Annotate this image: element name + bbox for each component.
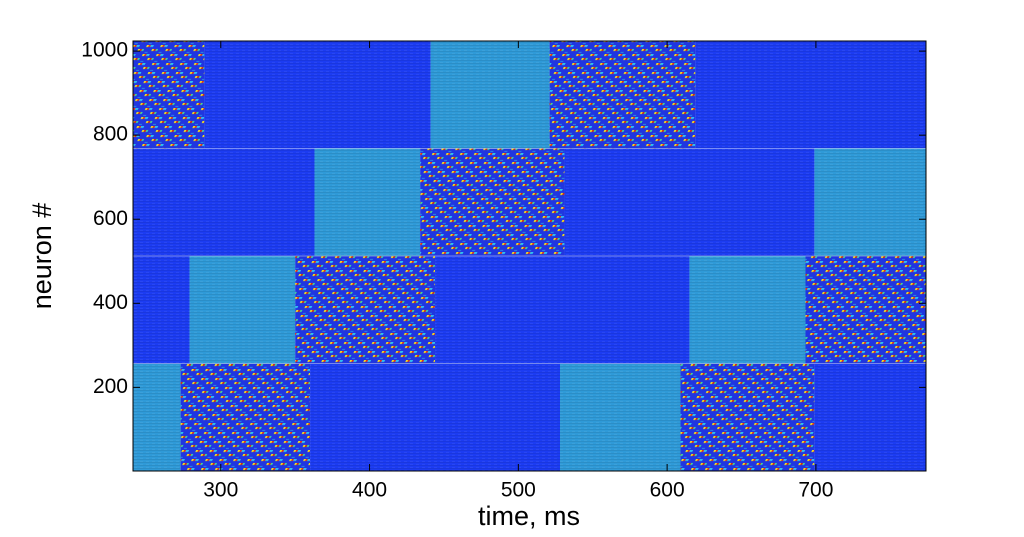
x-tick-label: 400 <box>352 479 387 502</box>
x-tick-label: 600 <box>650 479 685 502</box>
segment-texture <box>430 41 550 149</box>
y-tick-label: 800 <box>93 123 128 146</box>
segment-texture <box>204 41 431 149</box>
x-tick-label: 300 <box>203 479 238 502</box>
segment-texture <box>180 363 311 471</box>
y-tick-label: 1000 <box>81 39 128 62</box>
segment-texture <box>814 363 926 471</box>
y-tick-label: 200 <box>93 375 128 398</box>
segment-texture <box>133 41 205 149</box>
x-tick-label: 700 <box>798 479 833 502</box>
segment-texture <box>560 363 681 471</box>
y-tick-label: 400 <box>93 291 128 314</box>
segment-texture <box>695 41 926 149</box>
segment-texture <box>689 256 806 364</box>
segment-texture <box>435 256 690 364</box>
y-axis-label: neuron # <box>27 203 57 310</box>
segment-texture <box>133 256 190 364</box>
x-axis-label: time, ms <box>478 501 580 531</box>
segment-texture <box>314 148 421 256</box>
segment-texture <box>295 256 436 364</box>
x-tick-label: 500 <box>501 479 536 502</box>
segment-texture <box>133 363 181 471</box>
segment-texture <box>564 148 815 256</box>
segment-texture <box>133 148 315 256</box>
segment-texture <box>189 256 296 364</box>
segment-texture <box>680 363 815 471</box>
segment-texture <box>310 363 560 471</box>
segment-texture <box>420 148 565 256</box>
y-tick-label: 600 <box>93 207 128 230</box>
segment-texture <box>805 256 926 364</box>
segment-texture <box>549 41 696 149</box>
plot-frame <box>132 40 927 472</box>
segment-texture <box>814 148 926 256</box>
